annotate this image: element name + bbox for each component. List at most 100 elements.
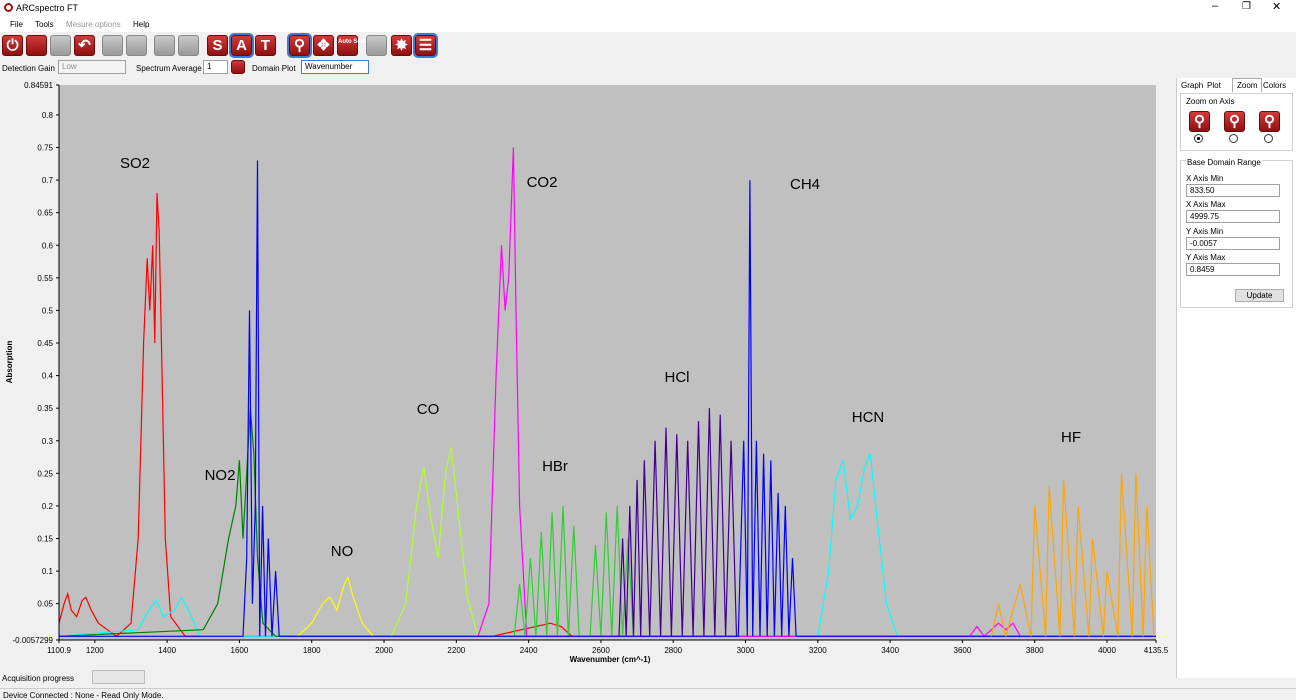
menu-bar: File Tools Mesure options Help xyxy=(0,16,1296,32)
tab-active[interactable]: Zoom xyxy=(1232,78,1263,92)
field-input[interactable]: 833.50 xyxy=(1186,184,1280,197)
side-panel: Graph Plot Zoom Colors Zoom on Axis ⚲ ⚲ … xyxy=(1176,78,1296,678)
spectrum-line xyxy=(59,160,1156,637)
y-tick-label: 0.3 xyxy=(42,437,54,446)
zoom-button[interactable]: ⚲ xyxy=(287,33,312,58)
minimize[interactable]: – xyxy=(1212,0,1219,12)
auto-scale-button[interactable]: Auto Scale xyxy=(337,35,369,56)
x-tick-label: 1200 xyxy=(86,646,104,655)
update-button[interactable]: Update xyxy=(1235,289,1284,302)
spectrum-line xyxy=(390,447,479,637)
spectrum-average-input[interactable]: 1 xyxy=(203,60,228,74)
x-tick-label: 2200 xyxy=(447,646,465,655)
radio-selected[interactable] xyxy=(1194,134,1203,143)
s-button[interactable]: S xyxy=(207,35,228,56)
radio[interactable] xyxy=(1264,134,1273,143)
y-tick-label: 0.55 xyxy=(37,274,53,283)
y-tick-label: 0.6 xyxy=(42,241,54,250)
tab[interactable]: Graph xyxy=(1181,81,1204,90)
y-tick-label: 0.8 xyxy=(42,111,54,120)
gas-label: HBr xyxy=(542,458,568,475)
light-button xyxy=(154,35,175,56)
progress-label: Acquisition progress xyxy=(2,674,75,683)
a-button[interactable]: A xyxy=(229,33,254,58)
x-tick-label: 4000 xyxy=(1098,646,1116,655)
spectrum-line xyxy=(58,453,1156,637)
refresh-button xyxy=(126,35,147,56)
open-button[interactable] xyxy=(26,35,47,56)
x-tick-label: 2800 xyxy=(664,646,682,655)
clear-ref-button xyxy=(178,35,199,56)
gas-label: SO2 xyxy=(120,155,150,172)
y-tick-label: -0.0057299 xyxy=(13,636,54,645)
domain-plot-label: Domain Plot xyxy=(252,64,296,73)
settings-button[interactable]: ✸ xyxy=(391,35,412,56)
y-tick-label: 0.5 xyxy=(42,306,54,315)
x-tick-label: 4135.5 xyxy=(1144,646,1169,655)
y-tick-label: 0.75 xyxy=(37,144,53,153)
restore[interactable]: ❐ xyxy=(1242,1,1251,12)
y-tick-label: 0.35 xyxy=(37,404,53,413)
power-button[interactable]: ⏻ xyxy=(2,35,23,56)
pan-button[interactable]: ✥ xyxy=(313,35,334,56)
gas-label: HF xyxy=(1061,429,1081,446)
range-group-title: Base Domain Range xyxy=(1186,158,1262,167)
y-tick-label: 0.45 xyxy=(37,339,53,348)
y-tick-label: 0.1 xyxy=(42,567,54,576)
zoom-y-button[interactable]: ⚲ xyxy=(1224,111,1245,132)
field-input[interactable]: -0.0057 xyxy=(1186,237,1280,250)
detection-gain-label: Detection Gain xyxy=(2,64,55,73)
gas-label: NO xyxy=(331,543,354,560)
field-label: X Axis Max xyxy=(1186,200,1226,209)
undo-button[interactable]: ↶ xyxy=(74,35,95,56)
gas-label: CO2 xyxy=(527,174,558,191)
tab[interactable]: Plot xyxy=(1207,81,1221,90)
field-input[interactable]: 0.8459 xyxy=(1186,263,1280,276)
x-tick-label: 1800 xyxy=(303,646,321,655)
y-tick-label: 0.7 xyxy=(42,176,54,185)
x-axis-label: Wavenumber (cm^-1) xyxy=(570,655,651,664)
zoom-group xyxy=(1180,93,1293,151)
x-tick-label: 3800 xyxy=(1026,646,1044,655)
x-tick-label: 2600 xyxy=(592,646,610,655)
y-tick-label: 0.84591 xyxy=(24,81,53,90)
field-input[interactable]: 4999.75 xyxy=(1186,210,1280,223)
zoom-xy-button[interactable]: ⚲ xyxy=(1259,111,1280,132)
spectrum-line xyxy=(477,147,1021,638)
gas-label: HCl xyxy=(665,369,690,386)
report-button[interactable]: ☰ xyxy=(413,33,438,58)
t-button[interactable]: T xyxy=(255,35,276,56)
plot-area xyxy=(59,85,1156,640)
y-axis-label: Absorption xyxy=(5,341,14,384)
progress-bar xyxy=(92,670,145,684)
window-title: ARCspectro FT xyxy=(16,3,79,13)
x-tick-label: 1600 xyxy=(231,646,249,655)
y-tick-label: 0.25 xyxy=(37,469,53,478)
field-label: X Axis Min xyxy=(1186,174,1224,183)
close[interactable]: ✕ xyxy=(1272,1,1282,13)
field-label: Y Axis Min xyxy=(1186,227,1224,236)
average-apply[interactable] xyxy=(231,60,245,74)
menu-item[interactable]: Help xyxy=(133,20,150,29)
menu-item: Mesure options xyxy=(66,20,121,29)
radio[interactable] xyxy=(1229,134,1238,143)
x-tick-label: 2400 xyxy=(520,646,538,655)
x-tick-label: 1100.9 xyxy=(47,646,71,655)
y-tick-label: 0.4 xyxy=(42,372,54,381)
reset-button xyxy=(102,35,123,56)
toolbar: ⏻ ↶ S A T ⚲ ✥ Auto Scale ✸ ☰ xyxy=(0,33,1296,58)
spectrum-line xyxy=(513,505,638,637)
spectrum-line xyxy=(990,473,1155,637)
save-button xyxy=(50,35,71,56)
tab[interactable]: Colors xyxy=(1263,81,1287,90)
y-tick-label: 0.05 xyxy=(37,600,53,609)
detection-gain-select: Low xyxy=(58,60,126,74)
x-tick-label: 3200 xyxy=(809,646,827,655)
menu-item[interactable]: File xyxy=(10,20,23,29)
zoom-x-button[interactable]: ⚲ xyxy=(1189,111,1210,132)
y-tick-label: 0.65 xyxy=(37,209,53,218)
domain-plot-select[interactable]: Wavenumber xyxy=(301,60,369,74)
menu-item[interactable]: Tools xyxy=(35,20,54,29)
x-tick-label: 2000 xyxy=(375,646,393,655)
